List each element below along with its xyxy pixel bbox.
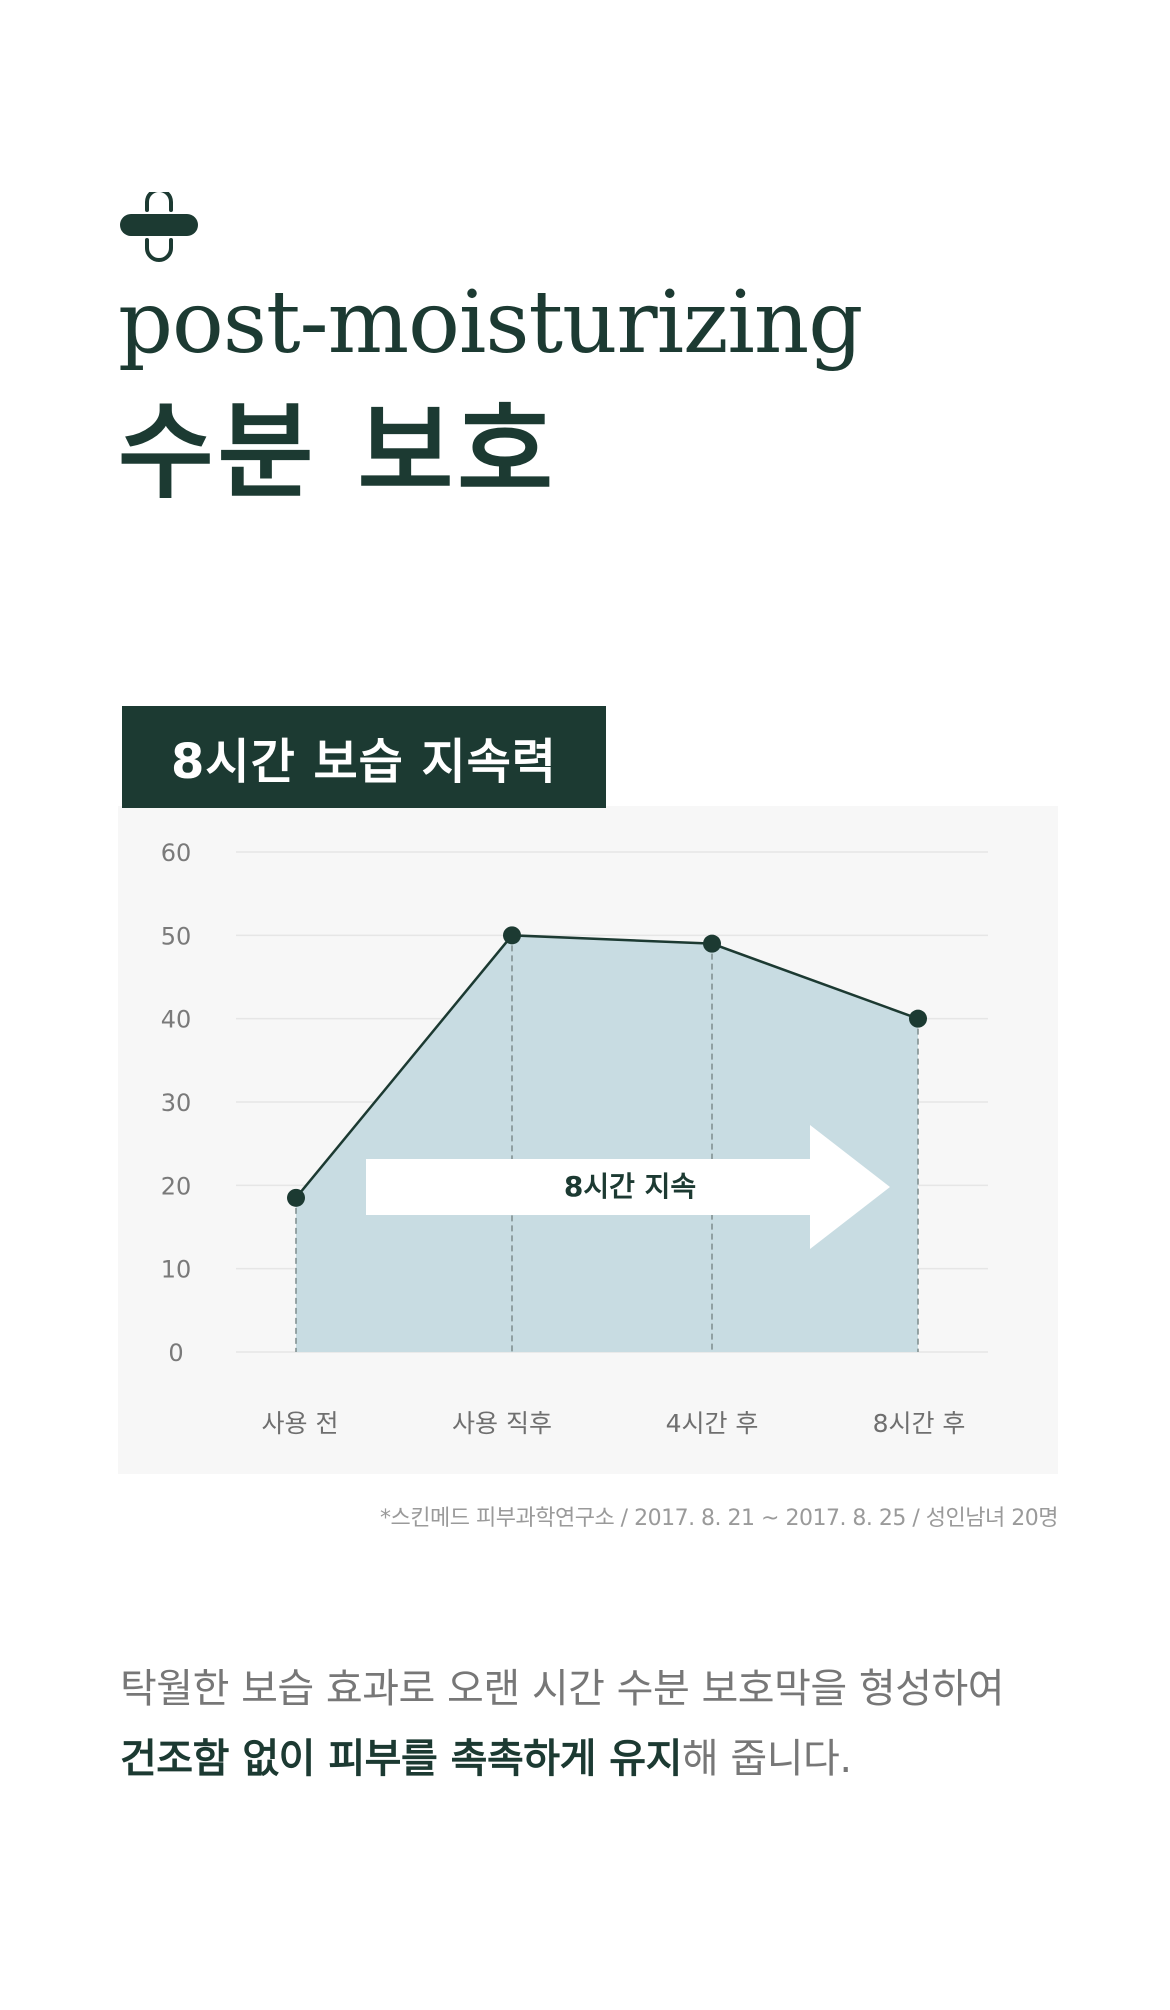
data-point bbox=[503, 926, 521, 945]
y-axis-ticks: 0 10 20 30 40 50 60 bbox=[161, 839, 192, 1367]
data-point bbox=[287, 1188, 305, 1207]
x-tick-label: 8시간 후 bbox=[873, 1409, 966, 1438]
chart-title: 8시간 보습 지속력 bbox=[171, 734, 557, 790]
duration-arrow: 8시간 지속 bbox=[366, 1125, 890, 1249]
series-area bbox=[296, 935, 918, 1352]
y-tick-label: 10 bbox=[161, 1256, 192, 1284]
description: 탁월한 보습 효과로 오랜 시간 수분 보호막을 형성하여 건조함 없이 피부를… bbox=[120, 1654, 1005, 1794]
chart-title-banner: 8시간 보습 지속력 bbox=[122, 706, 606, 808]
chart-drop-lines bbox=[295, 935, 919, 1352]
y-tick-label: 40 bbox=[161, 1006, 192, 1034]
brand-mark-icon bbox=[120, 192, 198, 262]
y-tick-label: 0 bbox=[168, 1339, 183, 1367]
y-tick-label: 20 bbox=[161, 1172, 192, 1200]
x-tick-label: 4시간 후 bbox=[666, 1409, 759, 1438]
moisture-chart: 8시간 지속 0 10 20 30 40 50 60 사용 전 사용 직후 4시간 후 8시간 후 bbox=[161, 839, 988, 1438]
y-tick-label: 30 bbox=[161, 1089, 192, 1117]
series-line bbox=[295, 934, 919, 1199]
page-title: 수분 보호 bbox=[118, 391, 557, 513]
y-tick-label: 60 bbox=[161, 839, 192, 867]
data-point bbox=[703, 934, 721, 953]
x-axis-ticks: 사용 전 사용 직후 4시간 후 8시간 후 bbox=[262, 1409, 966, 1438]
description-line-2: 건조함 없이 피부를 촉촉하게 유지해 줍니다. bbox=[120, 1724, 1004, 1794]
chart-line-layer bbox=[295, 934, 919, 1199]
subtitle-english: post-moisturizing bbox=[118, 273, 863, 373]
x-tick-label: 사용 전 bbox=[262, 1409, 339, 1438]
x-tick-label: 사용 직후 bbox=[452, 1409, 552, 1438]
description-highlight: 건조함 없이 피부를 촉촉하게 유지 bbox=[120, 1736, 682, 1782]
chart-area-layer bbox=[296, 935, 918, 1352]
description-line-1: 탁월한 보습 효과로 오랜 시간 수분 보호막을 형성하여 bbox=[120, 1666, 1005, 1712]
description-line-2-rest: 해 줍니다. bbox=[681, 1736, 852, 1782]
source-note: *스킨메드 피부과학연구소 / 2017. 8. 21 ~ 2017. 8. 2… bbox=[380, 1506, 1058, 1531]
data-point bbox=[909, 1009, 927, 1028]
chart-panel: 8시간 지속 0 10 20 30 40 50 60 사용 전 사용 직후 4시간 후 8시간 후 bbox=[118, 806, 1058, 1474]
duration-arrow-shape bbox=[366, 1125, 890, 1249]
chart-points bbox=[287, 926, 927, 1207]
duration-arrow-label: 8시간 지속 bbox=[564, 1170, 696, 1203]
y-tick-label: 50 bbox=[161, 922, 192, 950]
